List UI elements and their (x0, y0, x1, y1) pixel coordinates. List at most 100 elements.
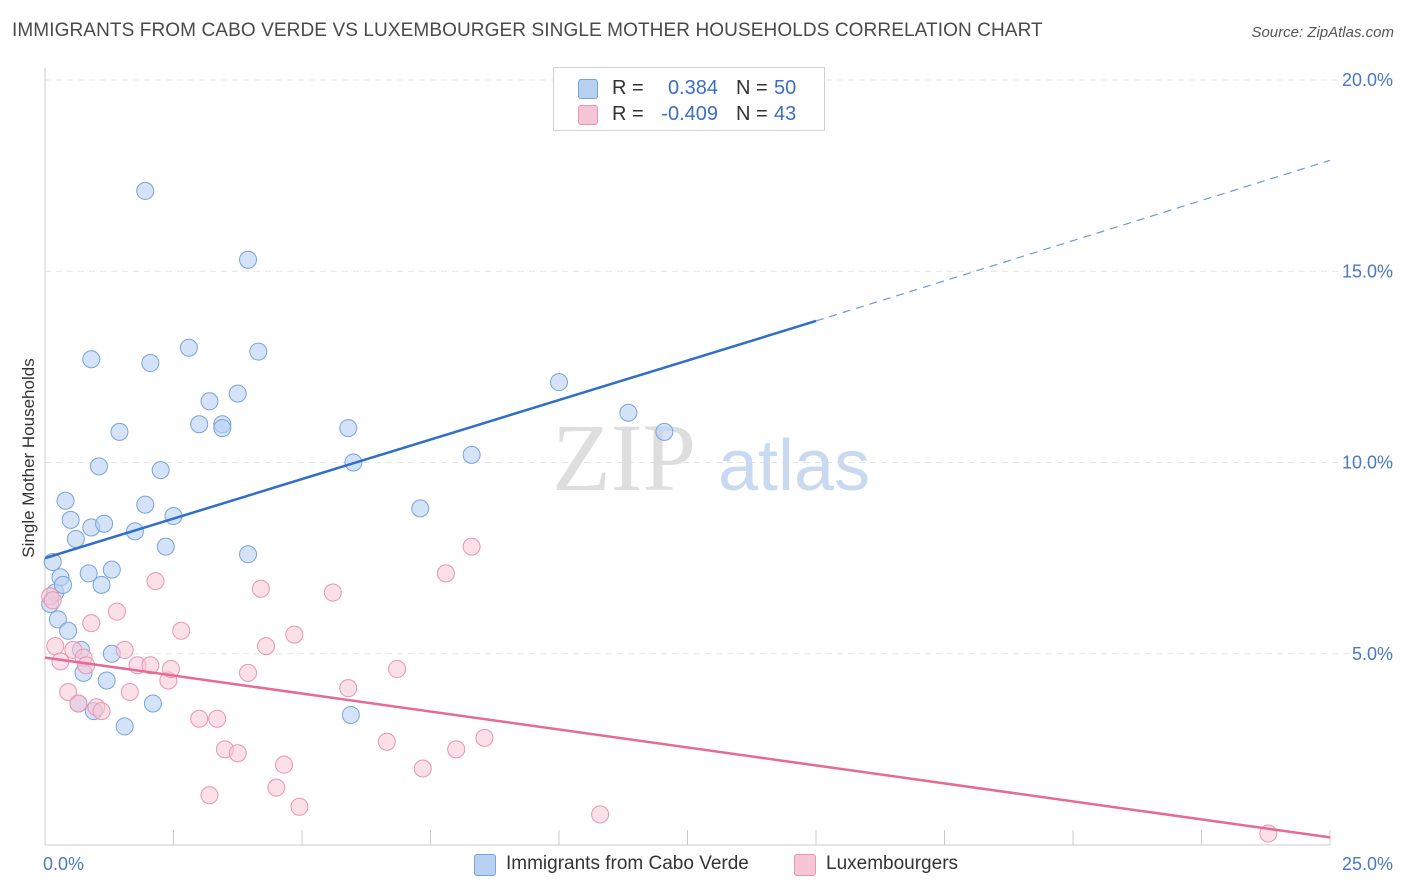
y-tick-label: 5.0% (1352, 644, 1393, 664)
data-point-luxembourgers (275, 755, 294, 774)
data-point-luxembourgers (447, 740, 466, 759)
legend-swatch-pink (578, 105, 598, 125)
x-tick-label: 25.0% (1342, 854, 1393, 874)
legend-n-label: N = (736, 77, 768, 99)
legend-n-label: N = (736, 103, 768, 125)
x-tick-label: 0.0% (43, 854, 84, 874)
data-point-cabo-verde (619, 403, 638, 422)
data-point-luxembourgers (239, 663, 258, 682)
data-point-cabo-verde (56, 491, 75, 510)
data-point-luxembourgers (115, 640, 134, 659)
watermark-zip: ZIP (552, 404, 696, 511)
data-point-cabo-verde (239, 250, 258, 269)
data-point-cabo-verde (95, 514, 114, 533)
data-point-luxembourgers (82, 614, 101, 633)
data-point-cabo-verde (239, 545, 258, 564)
legend-n-value: 43 (774, 103, 797, 125)
data-point-cabo-verde (143, 694, 162, 713)
data-point-cabo-verde (249, 342, 268, 361)
data-point-cabo-verde (190, 415, 209, 434)
data-point-luxembourgers (285, 625, 304, 644)
data-point-luxembourgers (257, 637, 276, 656)
trend-lines (44, 159, 1331, 839)
legend-r-value: 0.384 (667, 77, 718, 99)
data-point-cabo-verde (411, 499, 430, 518)
bottom-legend-label: Luxembourgers (826, 853, 959, 874)
chart-title: IMMIGRANTS FROM CABO VERDE VS LUXEMBOURG… (12, 20, 1043, 41)
data-point-cabo-verde (92, 575, 111, 594)
data-point-cabo-verde (462, 445, 481, 464)
data-point-cabo-verde (66, 530, 85, 548)
data-point-luxembourgers (146, 572, 165, 591)
data-point-cabo-verde (79, 564, 98, 583)
data-point-luxembourgers (69, 694, 88, 713)
data-point-cabo-verde (550, 373, 568, 392)
data-point-luxembourgers (46, 637, 65, 656)
data-point-luxembourgers (377, 732, 396, 751)
data-point-luxembourgers (141, 656, 160, 675)
data-point-luxembourgers (59, 683, 78, 701)
y-tick-labels: 5.0% 10.0% 15.0% 20.0% (1342, 70, 1393, 664)
trend-line-luxembourgers (44, 656, 1331, 839)
data-point-cabo-verde (655, 422, 674, 441)
data-point-cabo-verde (89, 457, 108, 476)
series-pink-points (41, 537, 1278, 843)
y-axis-label: Single Mother Households (19, 358, 38, 557)
data-point-luxembourgers (591, 805, 610, 824)
data-point-cabo-verde (213, 419, 232, 438)
y-tick-label: 10.0% (1342, 453, 1393, 473)
legend-r-label: R = (612, 77, 644, 99)
y-tick-label: 20.0% (1342, 70, 1393, 90)
data-point-cabo-verde (53, 575, 72, 594)
data-point-luxembourgers (208, 709, 227, 728)
data-point-cabo-verde (228, 384, 247, 403)
bottom-legend-swatch-blue (474, 854, 496, 876)
data-point-cabo-verde (200, 392, 219, 411)
data-point-cabo-verde (110, 422, 129, 441)
data-point-cabo-verde (341, 705, 360, 724)
data-point-luxembourgers (462, 537, 481, 556)
data-point-cabo-verde (136, 495, 155, 514)
data-point-luxembourgers (43, 591, 62, 610)
data-point-cabo-verde (59, 621, 78, 640)
grid-lines (45, 79, 1395, 655)
data-point-cabo-verde (136, 181, 155, 200)
data-point-cabo-verde (102, 560, 121, 579)
data-point-luxembourgers (267, 778, 286, 797)
trend-line-cabo-verde-extension (815, 159, 1331, 322)
y-tick-label: 15.0% (1342, 261, 1393, 281)
source-label: Source: ZipAtlas.com (1251, 24, 1394, 41)
data-point-cabo-verde (156, 537, 175, 556)
data-point-luxembourgers (190, 709, 209, 728)
data-point-luxembourgers (107, 602, 126, 621)
data-point-cabo-verde (179, 338, 198, 357)
data-point-luxembourgers (339, 679, 358, 698)
data-point-luxembourgers (436, 564, 455, 583)
data-point-cabo-verde (141, 354, 160, 373)
bottom-legend: Immigrants from Cabo Verde Luxembourgers (0, 852, 1406, 878)
bottom-legend-label: Immigrants from Cabo Verde (506, 853, 749, 874)
data-point-luxembourgers (413, 759, 432, 778)
legend-swatch-blue (578, 79, 598, 99)
data-point-cabo-verde (48, 610, 67, 629)
data-point-cabo-verde (61, 510, 80, 529)
bottom-legend-swatch-pink (794, 854, 816, 876)
legend: R = 0.384 N = 50 R = -0.409 N = 43 (553, 67, 825, 131)
legend-r-label: R = (612, 103, 644, 125)
data-point-luxembourgers (251, 579, 270, 598)
data-point-cabo-verde (115, 717, 134, 736)
axes (44, 68, 1331, 846)
data-point-luxembourgers (172, 621, 191, 640)
x-tick-labels: 0.0% 25.0% (43, 854, 1393, 874)
data-point-luxembourgers (200, 786, 219, 805)
data-point-cabo-verde (339, 419, 358, 438)
data-point-cabo-verde (82, 350, 101, 369)
watermark-atlas: atlas (718, 426, 870, 506)
data-point-luxembourgers (323, 583, 342, 602)
data-point-luxembourgers (161, 660, 180, 679)
data-point-luxembourgers (290, 797, 309, 816)
watermark: ZIP atlas (552, 404, 870, 511)
data-point-luxembourgers (92, 702, 111, 721)
trend-line-cabo-verde (44, 319, 817, 560)
